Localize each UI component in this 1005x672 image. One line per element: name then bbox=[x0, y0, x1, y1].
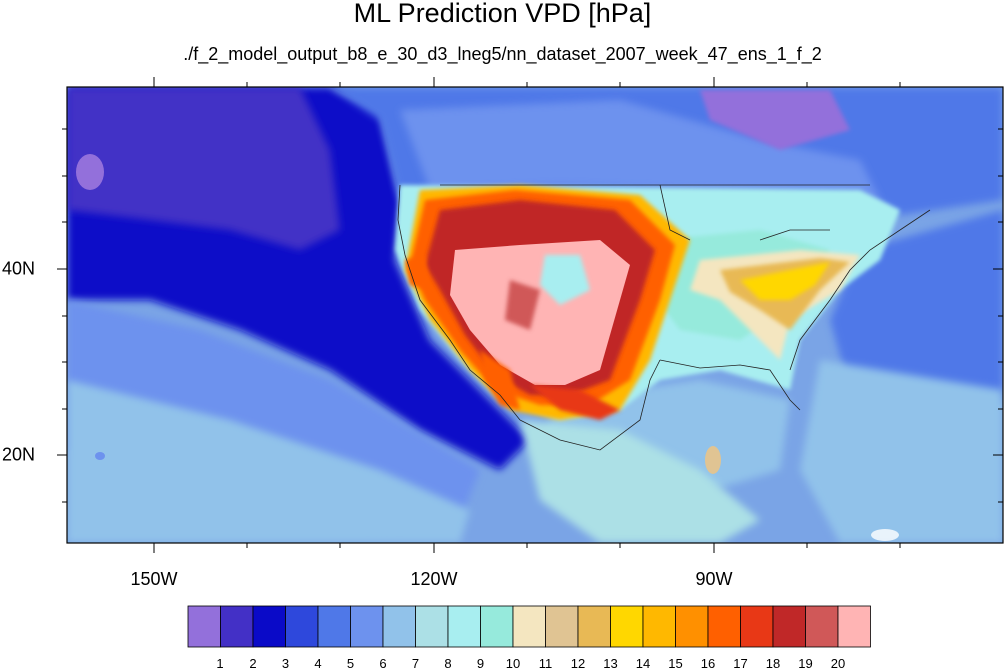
y-tick-label-40n: 40N bbox=[2, 258, 36, 279]
x-tick-label-120w: 120W bbox=[410, 569, 458, 589]
colorbar-tick-label: 14 bbox=[635, 656, 651, 671]
colorbar-swatch bbox=[350, 605, 384, 648]
colorbar-tick-label: 2 bbox=[249, 656, 257, 671]
x-tick-label-150w: 150W bbox=[130, 569, 178, 589]
colorbar-swatch bbox=[740, 605, 774, 648]
axis-ticks bbox=[57, 77, 1003, 553]
colorbar-tick-label: 5 bbox=[346, 656, 355, 671]
plot-frame bbox=[66, 86, 1004, 544]
colorbar-swatch bbox=[252, 605, 286, 648]
colorbar-tick-label: 10 bbox=[505, 656, 521, 671]
colorbar-swatch bbox=[220, 605, 254, 648]
colorbar-swatch bbox=[805, 605, 839, 648]
map-subtitle: ./f_2_model_output_b8_e_30_d3_lneg5/nn_d… bbox=[183, 44, 822, 64]
colorbar-tick-label: 7 bbox=[411, 656, 420, 671]
colorbar-swatch bbox=[707, 605, 741, 648]
colorbar-swatch bbox=[447, 605, 481, 648]
colorbar-tick-label: 13 bbox=[603, 656, 618, 671]
vpd-field bbox=[67, 87, 1003, 543]
map-title: ML Prediction VPD [hPa] bbox=[353, 0, 652, 28]
colorbar-swatch bbox=[577, 605, 611, 648]
colorbar-tick-label: 9 bbox=[476, 656, 485, 671]
colorbar-swatch bbox=[837, 605, 871, 648]
colorbar-swatch bbox=[415, 605, 449, 648]
colorbar-tick-label: 12 bbox=[570, 656, 586, 671]
colorbar-tick-label: 1 bbox=[216, 656, 224, 671]
colorbar-swatch bbox=[382, 605, 416, 648]
colorbar-tick-label: 15 bbox=[668, 656, 683, 671]
colorbar-swatch bbox=[545, 605, 579, 648]
colorbar-tick-label: 6 bbox=[379, 656, 387, 671]
colorbar-tick-label: 17 bbox=[733, 656, 748, 671]
y-tick-label-20n: 20N bbox=[2, 444, 36, 465]
colorbar-tick-label: 4 bbox=[314, 656, 322, 671]
colorbar-tick-label: 18 bbox=[765, 656, 781, 671]
colorbar-tick-label: 20 bbox=[830, 656, 846, 671]
colorbar-swatch bbox=[285, 605, 319, 648]
coastlines bbox=[397, 184, 931, 451]
colorbar-swatch bbox=[642, 605, 676, 648]
colorbar-tick-label: 11 bbox=[538, 656, 553, 671]
colorbar-swatch bbox=[772, 605, 806, 648]
colorbar-swatch bbox=[610, 605, 644, 648]
colorbar-swatch bbox=[317, 605, 351, 648]
colorbar-swatch bbox=[512, 605, 546, 648]
colorbar-swatch bbox=[187, 605, 221, 648]
x-tick-label-90w: 90W bbox=[695, 569, 733, 589]
colorbar-tick-label: 8 bbox=[444, 656, 452, 671]
colorbar-tick-label: 16 bbox=[700, 656, 716, 671]
colorbar-tick-label: 19 bbox=[798, 656, 813, 671]
colorbar-swatch bbox=[675, 605, 709, 648]
colorbar-tick-label: 3 bbox=[281, 656, 290, 671]
colorbar-swatch bbox=[480, 605, 514, 648]
